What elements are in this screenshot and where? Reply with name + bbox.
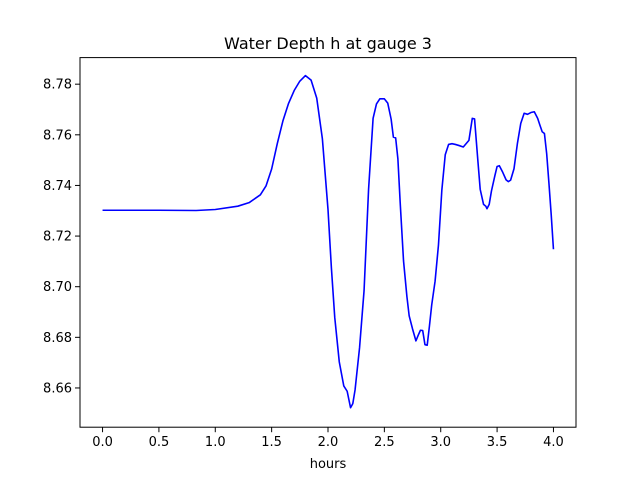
x-tick-label: 1.0 — [205, 435, 226, 450]
y-tick-label: 8.72 — [43, 230, 72, 245]
x-tick-label: 0.0 — [92, 435, 113, 450]
chart-title: Water Depth h at gauge 3 — [224, 34, 432, 53]
y-tick-label: 8.70 — [43, 280, 72, 295]
y-tick-label: 8.68 — [43, 331, 72, 346]
series-line — [102, 74, 555, 409]
x-tick-label: 0.5 — [149, 435, 170, 450]
y-tick-label: 8.76 — [43, 128, 72, 143]
x-tick-label: 2.0 — [318, 435, 339, 450]
y-axis-ticks: 8.66 8.68 8.70 8.72 8.74 8.76 8.78 — [43, 78, 80, 396]
x-tick-label: 3.0 — [430, 435, 451, 450]
plot-area-frame — [79, 57, 577, 428]
series-layer — [102, 74, 555, 409]
y-tick-label: 8.74 — [43, 179, 72, 194]
x-tick-label: 2.5 — [374, 435, 395, 450]
x-tick-label: 4.0 — [543, 435, 564, 450]
x-axis-ticks: 0.0 0.5 1.0 1.5 2.0 2.5 3.0 3.5 4.0 — [92, 427, 564, 450]
x-axis-label: hours — [310, 457, 347, 472]
x-tick-label: 3.5 — [487, 435, 508, 450]
y-tick-label: 8.78 — [43, 78, 72, 93]
y-tick-label: 8.66 — [43, 381, 72, 396]
x-tick-label: 1.5 — [261, 435, 282, 450]
